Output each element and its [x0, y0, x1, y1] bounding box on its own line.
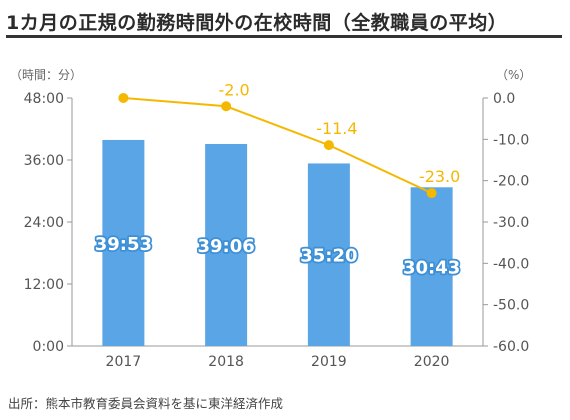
- line-point: [323, 140, 334, 151]
- chart-title: 1カ月の正規の勤務時間外の在校時間（全教職員の平均）: [6, 12, 508, 34]
- left-tick-label: 36:00: [24, 153, 64, 169]
- bar-value-label: 39:53: [95, 234, 152, 255]
- axes-layer: 0:00 12:00 24:00 36:00 48:00 0.0 -10.0 -20.0 -30…: [24, 91, 530, 370]
- chart-title-bar: 1カ月の正規の勤務時間外の在校時間（全教職員の平均）: [6, 4, 562, 38]
- percent-change-line: [123, 97, 433, 194]
- right-tick-label: -30.0: [493, 215, 529, 231]
- labels-layer: 39:53 39:06 35:20 30:43 -2.0 -11.4 -23.0: [93, 80, 462, 280]
- line-point: [118, 93, 129, 103]
- x-tick-label: 2020: [414, 354, 450, 370]
- left-tick-label: 24:00: [24, 215, 64, 231]
- source-note: 出所：熊本市教育委員会資料を基に東洋経済作成: [8, 396, 284, 411]
- right-tick-label: -10.0: [493, 132, 529, 148]
- right-tick-label: -60.0: [493, 339, 529, 355]
- left-axis-unit: （時間：分）: [10, 68, 82, 82]
- line-value-label: -11.4: [316, 119, 357, 138]
- right-tick-label: -50.0: [493, 298, 529, 314]
- bars-layer: [102, 139, 453, 346]
- bar-value-label: 35:20: [300, 246, 357, 267]
- line-layer: [118, 93, 437, 199]
- line-point: [221, 101, 232, 112]
- bar: [205, 143, 248, 346]
- line-point: [426, 188, 437, 199]
- right-tick-label: -40.0: [493, 256, 529, 272]
- right-tick-label: -20.0: [493, 174, 529, 190]
- line-value-label: -2.0: [219, 80, 250, 99]
- left-tick-label: 0:00: [33, 339, 64, 355]
- left-tick-label: 12:00: [24, 277, 64, 293]
- bar: [410, 187, 453, 346]
- x-tick-label: 2017: [106, 354, 142, 370]
- bar-value-label: 39:06: [197, 236, 254, 257]
- right-axis-unit: （%）: [496, 68, 531, 82]
- bar: [102, 139, 145, 346]
- x-tick-label: 2018: [208, 354, 244, 370]
- bar: [307, 163, 350, 346]
- right-tick-label: 0.0: [493, 91, 515, 107]
- x-tick-label: 2019: [311, 354, 347, 370]
- line-value-label: -23.0: [419, 167, 460, 186]
- left-tick-label: 48:00: [24, 91, 64, 107]
- bar-value-label: 30:43: [403, 258, 460, 279]
